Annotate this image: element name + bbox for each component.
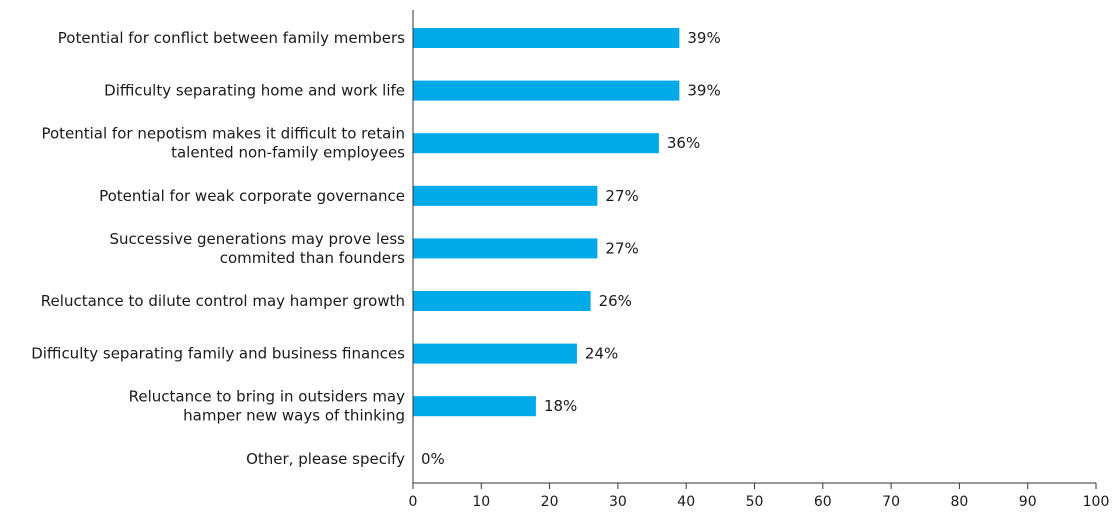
category-labels-group: Potential for conflict between family me…	[31, 29, 405, 468]
bar	[413, 343, 577, 364]
category-label-line: commited than founders	[220, 249, 405, 267]
value-label: 18%	[544, 397, 577, 415]
value-label: 27%	[605, 239, 638, 257]
category-label-line: Difficulty separating home and work life	[104, 82, 405, 100]
category-label: Potential for nepotism makes it difficul…	[41, 125, 405, 162]
category-label-line: Other, please specify	[246, 450, 405, 468]
category-label: Reluctance to bring in outsiders may hamp…	[129, 388, 405, 425]
x-tick-label: 50	[746, 494, 764, 510]
category-label-line: Potential for conflict between family me…	[58, 29, 405, 47]
x-tick-label: 100	[1083, 494, 1110, 510]
value-label: 36%	[667, 134, 700, 152]
bar	[413, 238, 598, 259]
x-tick-label: 0	[409, 494, 418, 510]
x-tick-label: 80	[950, 494, 968, 510]
x-tick-label: 40	[677, 494, 695, 510]
category-label: Difficulty separating home and work life	[104, 82, 405, 100]
bar	[413, 133, 659, 154]
category-label-line: Difficulty separating family and busines…	[31, 345, 405, 363]
x-tick-label: 60	[814, 494, 832, 510]
bar	[413, 291, 591, 311]
value-label: 24%	[585, 345, 618, 363]
category-label: Other, please specify	[246, 450, 405, 468]
x-tick-label: 20	[541, 494, 559, 510]
value-label: 39%	[687, 82, 720, 100]
value-label: 0%	[421, 450, 445, 468]
value-label: 39%	[687, 29, 720, 47]
category-label: Potential for weak corporate governance	[99, 187, 405, 205]
x-tick-label: 70	[882, 494, 900, 510]
category-label-line: talented non-family employees	[171, 144, 405, 162]
category-label-line: Potential for nepotism makes it difficul…	[41, 125, 405, 143]
x-tick-label: 10	[472, 494, 490, 510]
category-label: Potential for conflict between family me…	[58, 29, 405, 47]
value-label: 26%	[599, 292, 632, 310]
x-tick-label: 90	[1019, 494, 1037, 510]
category-label: Successive generations may prove less com…	[110, 230, 406, 267]
category-label-line: hamper new ways of thinking	[183, 407, 405, 425]
category-label-line: Potential for weak corporate governance	[99, 187, 405, 205]
x-tick-label: 30	[609, 494, 627, 510]
bars-group	[413, 28, 680, 417]
axes-group: 0 10 20 30 40 50 60 70 80 90 100	[409, 10, 1110, 510]
bar	[413, 396, 536, 417]
bar	[413, 28, 680, 48]
category-label: Reluctance to dilute control may hamper …	[41, 292, 405, 310]
value-labels-group: 39% 39% 36% 27% 27% 26% 24% 18% 0%	[421, 29, 721, 468]
value-label: 27%	[605, 187, 638, 205]
category-label-line: Successive generations may prove less	[110, 230, 406, 248]
bar	[413, 185, 598, 206]
category-label-line: Reluctance to dilute control may hamper …	[41, 292, 405, 310]
bar	[413, 80, 680, 101]
category-label-line: Reluctance to bring in outsiders may	[129, 388, 405, 406]
category-label: Difficulty separating family and busines…	[31, 345, 405, 363]
